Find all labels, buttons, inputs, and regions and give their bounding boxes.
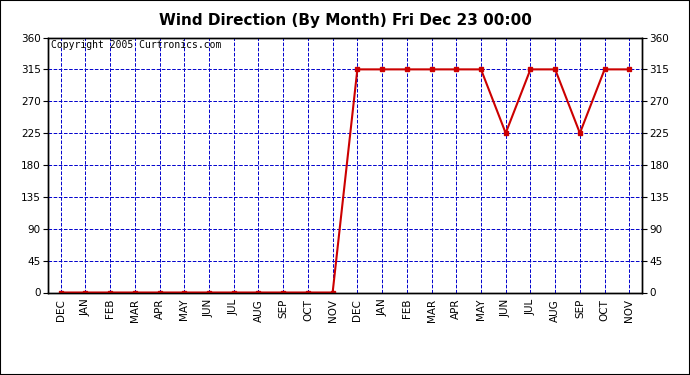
Text: Wind Direction (By Month) Fri Dec 23 00:00: Wind Direction (By Month) Fri Dec 23 00:… [159, 13, 531, 28]
Text: Copyright 2005 Curtronics.com: Copyright 2005 Curtronics.com [51, 40, 221, 50]
